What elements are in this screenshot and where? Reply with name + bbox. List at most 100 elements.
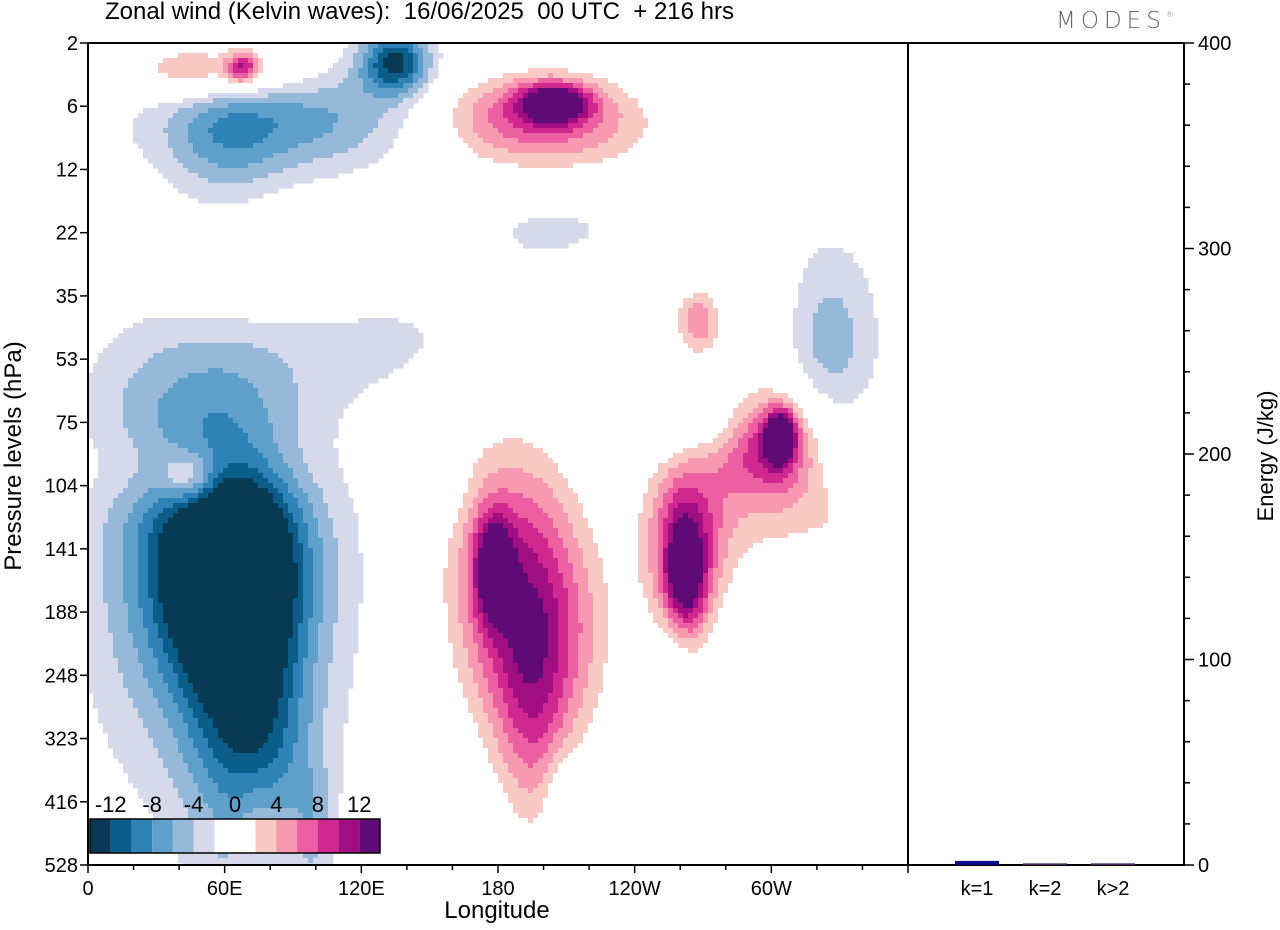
contour-cell bbox=[818, 318, 824, 324]
contour-cell bbox=[273, 98, 279, 104]
contour-cell bbox=[568, 143, 574, 149]
contour-cell bbox=[563, 103, 569, 109]
contour-cell bbox=[533, 158, 539, 164]
contour-cell bbox=[113, 343, 119, 349]
contour-cell bbox=[573, 113, 579, 119]
contour-cell bbox=[153, 68, 159, 74]
contour-cell bbox=[493, 418, 499, 424]
contour-cell bbox=[183, 133, 189, 139]
contour-cell bbox=[533, 93, 539, 99]
contour-cell bbox=[853, 288, 859, 294]
contour-cell bbox=[308, 358, 314, 364]
contour-cell bbox=[523, 238, 529, 244]
contour-cell bbox=[193, 418, 199, 424]
contour-cell bbox=[858, 343, 864, 349]
contour-cell bbox=[198, 318, 204, 324]
contour-cell bbox=[183, 53, 189, 59]
contour-cell bbox=[208, 373, 214, 379]
contour-cell bbox=[288, 148, 294, 154]
contour-cell bbox=[463, 433, 469, 439]
contour-cell bbox=[563, 73, 569, 79]
contour-cell bbox=[128, 343, 134, 349]
contour-cell bbox=[173, 158, 179, 164]
contour-cell bbox=[573, 238, 579, 244]
contour-cell bbox=[538, 113, 544, 119]
contour-cell bbox=[568, 218, 574, 224]
contour-cell bbox=[798, 323, 804, 329]
contour-cell bbox=[198, 188, 204, 194]
contour-cell bbox=[158, 58, 164, 64]
contour-cell bbox=[268, 373, 274, 379]
contour-cell bbox=[208, 193, 214, 199]
contour-cell bbox=[658, 313, 664, 319]
contour-cell bbox=[268, 413, 274, 419]
contour-cell bbox=[308, 338, 314, 344]
contour-cell bbox=[398, 48, 404, 54]
contour-cell bbox=[313, 403, 319, 409]
contour-cell bbox=[743, 318, 749, 324]
contour-cell bbox=[333, 398, 339, 404]
contour-cell bbox=[828, 318, 834, 324]
contour-cell bbox=[333, 153, 339, 159]
contour-cell bbox=[408, 83, 414, 89]
contour-cell bbox=[588, 173, 594, 179]
contour-cell bbox=[173, 73, 179, 79]
contour-cell bbox=[723, 313, 729, 319]
contour-cell bbox=[383, 358, 389, 364]
contour-cell bbox=[748, 333, 754, 339]
contour-cell bbox=[583, 98, 589, 104]
contour-cell bbox=[818, 338, 824, 344]
contour-cell bbox=[348, 113, 354, 119]
contour-cell bbox=[643, 128, 649, 134]
contour-cell bbox=[863, 68, 869, 74]
contour-cell bbox=[653, 333, 659, 339]
contour-cell bbox=[443, 108, 449, 114]
contour-cell bbox=[348, 118, 354, 124]
contour-cell bbox=[578, 113, 584, 119]
contour-cell bbox=[158, 143, 164, 149]
contour-cell bbox=[288, 143, 294, 149]
contour-cell bbox=[188, 103, 194, 109]
contour-cell bbox=[503, 153, 509, 159]
contour-cell bbox=[208, 48, 214, 54]
contour-cell bbox=[408, 353, 414, 359]
contour-cell bbox=[178, 143, 184, 149]
contour-cell bbox=[748, 388, 754, 394]
contour-cell bbox=[243, 188, 249, 194]
contour-cell bbox=[858, 363, 864, 369]
contour-cell bbox=[668, 348, 674, 354]
contour-cell bbox=[538, 238, 544, 244]
contour-cell bbox=[113, 393, 119, 399]
contour-cell bbox=[528, 108, 534, 114]
contour-cell bbox=[318, 413, 324, 419]
contour-cell bbox=[143, 383, 149, 389]
contour-cell bbox=[778, 393, 784, 399]
contour-cell bbox=[673, 138, 679, 144]
contour-cell bbox=[598, 158, 604, 164]
contour-cell bbox=[148, 353, 154, 359]
contour-cell bbox=[323, 148, 329, 154]
contour-cell bbox=[563, 163, 569, 169]
contour-cell bbox=[238, 388, 244, 394]
contour-cell bbox=[398, 358, 404, 364]
contour-cell bbox=[743, 368, 749, 374]
contour-cell bbox=[803, 413, 809, 419]
contour-cell bbox=[158, 148, 164, 154]
contour-cell bbox=[168, 373, 174, 379]
contour-cell bbox=[93, 423, 99, 429]
contour-cell bbox=[163, 398, 169, 404]
contour-cell bbox=[813, 343, 819, 349]
contour-cell bbox=[688, 318, 694, 324]
contour-cell bbox=[513, 118, 519, 124]
contour-cell bbox=[428, 63, 434, 69]
contour-cell bbox=[638, 318, 644, 324]
contour-cell bbox=[318, 328, 324, 334]
contour-cell bbox=[238, 428, 244, 434]
contour-cell bbox=[193, 358, 199, 364]
contour-cell bbox=[453, 133, 459, 139]
contour-cell bbox=[813, 423, 819, 429]
contour-cell bbox=[588, 83, 594, 89]
contour-cell bbox=[233, 158, 239, 164]
contour-cell bbox=[798, 343, 804, 349]
contour-cell bbox=[783, 388, 789, 394]
